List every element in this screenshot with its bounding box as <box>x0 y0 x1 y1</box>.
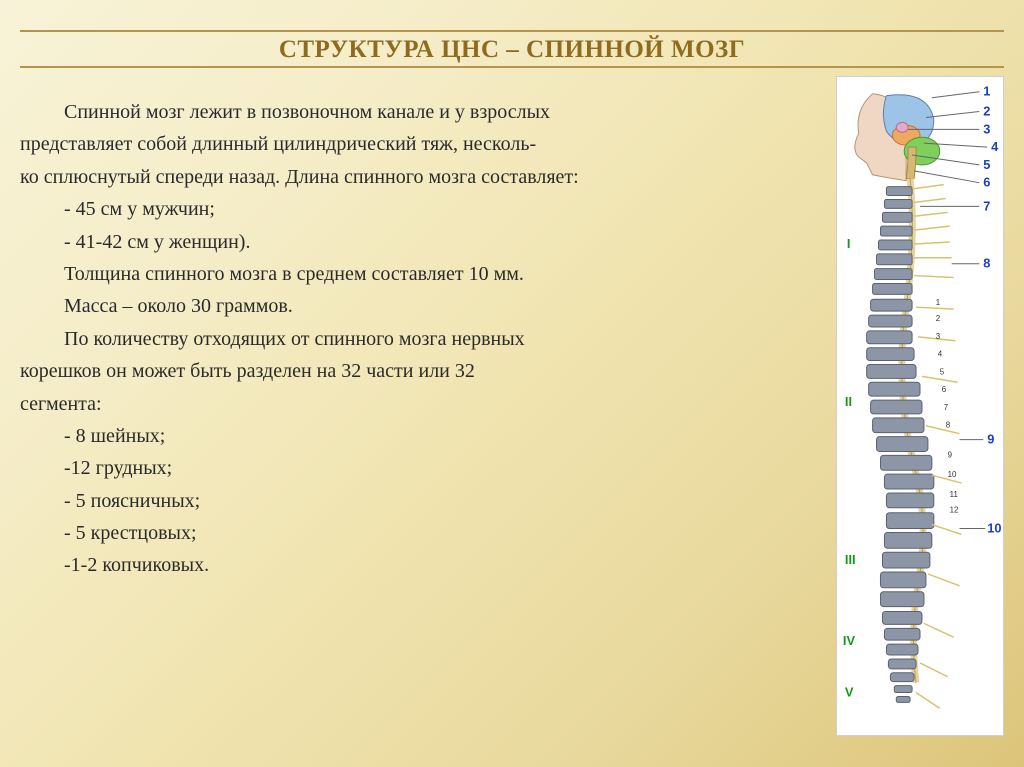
para: Масса – около 30 граммов. <box>20 290 832 322</box>
roman-3: III <box>845 552 856 567</box>
spine-svg: I II III IV V 1 <box>837 77 1003 735</box>
title-rule-bottom <box>20 66 1004 68</box>
svg-text:1: 1 <box>936 298 940 307</box>
content-row: Спинной мозг лежит в позвоночном канале … <box>20 96 1004 747</box>
lbl-5: 5 <box>983 157 990 172</box>
lbl-7: 7 <box>983 198 990 213</box>
svg-text:6: 6 <box>942 385 947 394</box>
para: Толщина спинного мозга в среднем составл… <box>20 258 832 290</box>
svg-text:5: 5 <box>940 367 945 376</box>
cervical-vertebrae <box>873 187 913 295</box>
para: сегмента: <box>20 388 832 420</box>
list-item: - 5 поясничных; <box>20 485 832 517</box>
lbl-2: 2 <box>983 104 990 119</box>
ticks: 1 2 3 4 5 6 7 8 9 10 11 12 <box>936 298 959 515</box>
roman-4: IV <box>843 633 856 648</box>
list-item: - 8 шейных; <box>20 420 832 452</box>
svg-text:9: 9 <box>948 450 953 459</box>
svg-text:12: 12 <box>950 506 959 515</box>
para: По количеству отходящих от спинного мозг… <box>20 323 832 355</box>
lbl-9: 9 <box>987 432 994 447</box>
lbl-10: 10 <box>987 520 1001 535</box>
list-item: - 41-42 см у женщин). <box>20 226 832 258</box>
para: корешков он может быть разделен на 32 ча… <box>20 355 832 387</box>
svg-text:10: 10 <box>948 470 957 479</box>
title-rule-top <box>20 30 1004 32</box>
slide: СТРУКТУРА ЦНС – СПИННОЙ МОЗГ Спинной моз… <box>0 0 1024 767</box>
svg-text:8: 8 <box>946 421 951 430</box>
para: представляет собой длинный цилиндрически… <box>20 128 832 160</box>
list-item: -1-2 копчиковых. <box>20 549 832 581</box>
svg-text:2: 2 <box>936 314 940 323</box>
lbl-4: 4 <box>991 139 999 154</box>
lbl-3: 3 <box>983 121 990 136</box>
para: Спинной мозг лежит в позвоночном канале … <box>20 96 832 128</box>
spine-diagram: I II III IV V 1 <box>836 76 1004 736</box>
body-text: Спинной мозг лежит в позвоночном канале … <box>20 96 832 747</box>
para: ко сплюснутый спереди назад. Длина спинн… <box>20 161 832 193</box>
list-item: - 5 крестцовых; <box>20 517 832 549</box>
lbl-8: 8 <box>983 256 990 271</box>
roman-1: I <box>847 236 851 251</box>
lbl-1: 1 <box>983 84 990 99</box>
svg-text:4: 4 <box>938 350 943 359</box>
svg-text:11: 11 <box>950 490 958 499</box>
svg-text:3: 3 <box>936 332 941 341</box>
coccyx-vertebrae <box>894 686 912 703</box>
thoracic-vertebrae <box>867 299 934 507</box>
roman-2: II <box>845 394 852 409</box>
svg-text:7: 7 <box>944 403 948 412</box>
lumbar-vertebrae <box>880 513 933 607</box>
lbl-6: 6 <box>983 175 990 190</box>
list-item: -12 грудных; <box>20 452 832 484</box>
roman-5: V <box>845 685 854 700</box>
page-title: СТРУКТУРА ЦНС – СПИННОЙ МОЗГ <box>20 36 1004 64</box>
list-item: - 45 см у мужчин; <box>20 193 832 225</box>
